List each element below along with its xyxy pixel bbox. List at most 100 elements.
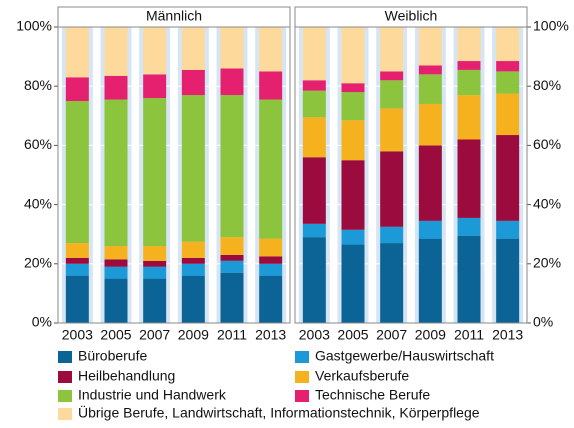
bar-segment	[181, 241, 205, 258]
legend-swatch	[295, 390, 309, 402]
bar-segment	[302, 157, 326, 224]
bar-segment	[457, 27, 481, 62]
legend-swatch	[58, 390, 72, 402]
bar-segment	[457, 235, 481, 323]
legend-label: Heilbehandlung	[78, 368, 175, 384]
x-tick-label: 2007	[376, 327, 407, 343]
x-tick-label: 2009	[415, 327, 446, 343]
legend-swatch	[58, 371, 72, 383]
bar-segment	[143, 74, 167, 99]
y-tick-label: 40%	[533, 195, 561, 211]
bar-segment	[457, 95, 481, 140]
bar-segment	[65, 101, 89, 244]
x-tick-label: 2009	[178, 327, 209, 343]
bar-segment	[341, 229, 365, 245]
bar-segment	[380, 226, 404, 244]
y-tick-label: 0%	[32, 314, 52, 330]
legend-swatch	[58, 351, 72, 363]
x-tick-label: 2011	[454, 327, 484, 343]
bar-segment	[418, 220, 442, 239]
bar-segment	[496, 27, 520, 62]
bar-segment	[143, 266, 167, 279]
panel-bg	[58, 27, 290, 323]
bar-segment	[259, 27, 283, 72]
bar-segment	[380, 71, 404, 81]
bar-segment	[380, 243, 404, 323]
y-tick-label: 0%	[533, 314, 553, 330]
bar-segment	[259, 275, 283, 323]
bar-segment	[104, 75, 128, 100]
bar-segment	[457, 139, 481, 218]
y-tick-label: 100%	[533, 18, 569, 34]
bar-segment	[302, 237, 326, 323]
bar-segment	[302, 80, 326, 91]
bar-segment	[104, 278, 128, 323]
bar-segment	[341, 244, 365, 323]
bar-segment	[220, 27, 244, 69]
bar-segment	[380, 108, 404, 152]
bar-segment	[220, 68, 244, 96]
legend-swatch	[58, 408, 72, 420]
bar-segment	[418, 238, 442, 323]
bar-segment	[143, 278, 167, 323]
bar-segment	[302, 117, 326, 158]
bar-segment	[259, 263, 283, 276]
bar-segment	[143, 98, 167, 247]
bar-segment	[418, 145, 442, 221]
bar-segment	[341, 92, 365, 121]
bar-segment	[181, 257, 205, 264]
bar-segment	[65, 257, 89, 264]
bar-segment	[220, 95, 244, 238]
bar-segment	[65, 275, 89, 323]
y-tick-label: 60%	[24, 136, 52, 152]
bar-segment	[259, 71, 283, 100]
bar-segment	[65, 27, 89, 78]
bar-segment	[418, 103, 442, 146]
x-tick-label: 2011	[217, 327, 247, 343]
bar-segment	[104, 27, 128, 76]
bar-segment	[496, 135, 520, 221]
x-tick-label: 2007	[139, 327, 170, 343]
bar-segment	[65, 263, 89, 276]
y-tick-label: 40%	[24, 195, 52, 211]
bar-segment	[104, 99, 128, 247]
bar-segment	[341, 120, 365, 161]
bar-segment	[496, 71, 520, 94]
bar-segment	[341, 160, 365, 230]
bar-segment	[259, 99, 283, 239]
x-tick-label: 2013	[492, 327, 523, 343]
bar-segment	[181, 27, 205, 70]
y-tick-label: 20%	[24, 255, 52, 271]
bar-segment	[143, 27, 167, 75]
legend-swatch	[295, 371, 309, 383]
bar-segment	[418, 74, 442, 104]
bar-segment	[65, 243, 89, 258]
y-tick-label: 80%	[24, 77, 52, 93]
bar-segment	[341, 83, 365, 93]
bar-segment	[302, 90, 326, 118]
legend-label: Industrie und Handwerk	[78, 387, 227, 403]
bar-segment	[496, 93, 520, 136]
y-tick-label: 60%	[533, 136, 561, 152]
bar-segment	[104, 266, 128, 279]
y-tick-label: 100%	[16, 18, 52, 34]
bar-segment	[496, 238, 520, 323]
bar-segment	[418, 27, 442, 66]
legend-label: Technische Berufe	[315, 387, 430, 403]
y-tick-label: 80%	[533, 77, 561, 93]
bar-segment	[496, 220, 520, 239]
bar-segment	[302, 27, 326, 81]
x-tick-label: 2003	[299, 327, 330, 343]
bar-segment	[457, 217, 481, 236]
legend-label: Gastgewerbe/Hauswirtschaft	[315, 348, 494, 364]
bar-segment	[181, 95, 205, 242]
panel-frame	[57, 26, 291, 324]
bar-segment	[181, 275, 205, 323]
bar-segment	[380, 27, 404, 72]
bar-segment	[220, 260, 244, 273]
bar-segment	[418, 65, 442, 75]
x-tick-label: 2003	[62, 327, 93, 343]
bar-segment	[220, 272, 244, 323]
bar-segment	[181, 263, 205, 276]
